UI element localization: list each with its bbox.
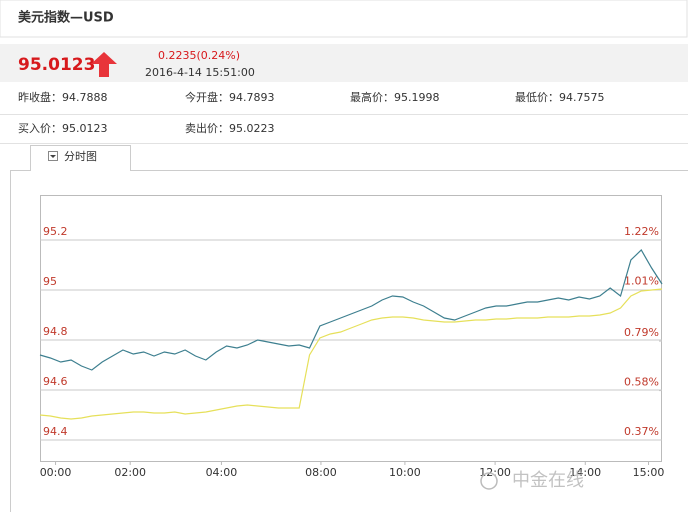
x-tick-label: 04:00 (206, 466, 238, 479)
tab[interactable]: 分时图 (48, 150, 98, 163)
quote: 买入价：95.0123 (18, 122, 108, 135)
title-bar (0, 0, 688, 38)
x-tick-label: 08:00 (305, 466, 337, 479)
x-tick-label: 00:00 (40, 466, 72, 479)
watermark-icon (480, 472, 498, 490)
y2-tick-label: 0.79% (624, 326, 659, 339)
watermark: 中金在线 (512, 470, 584, 491)
x-tick-label: 15:00 (633, 466, 665, 479)
x-tick-label: 10:00 (389, 466, 421, 479)
stat: 昨收盘：94.7888 (18, 90, 108, 104)
quote: 卖出价：95.0223 (185, 121, 275, 135)
stat: 今开盘：94.7893 (185, 90, 275, 104)
y-tick-label: 94.6 (43, 375, 68, 388)
time: 2016-4-14 15:51:00 (145, 66, 255, 79)
chart: 95.2 95 94.8 94.6 94.4 1.22% 1.01% 0.79% 0.58% 0.… (40, 225, 665, 479)
price: 95.0123 (18, 55, 95, 75)
x-tick-label: 02:00 (114, 466, 146, 479)
y2-tick-label: 1.01% (624, 274, 659, 287)
y-tick-label: 94.8 (43, 325, 68, 338)
title: 美元指数—USD (18, 10, 114, 26)
stat: 最高价：95.1998 (350, 90, 440, 104)
change: 0.2235(0.24%) (158, 49, 240, 62)
tab-frame (10, 145, 688, 512)
y2-tick-label: 0.58% (624, 376, 659, 389)
series-line (39, 288, 663, 420)
tab-label[interactable]: 分时图 (64, 150, 97, 163)
y-tick-label: 94.4 (43, 425, 68, 438)
y-tick-label: 95.2 (43, 225, 68, 238)
stat: 最低价：94.7575 (515, 91, 605, 104)
x-tick-label: 14:00 (569, 466, 601, 479)
y2-tick-label: 1.22% (624, 225, 659, 238)
y2-tick-label: 0.37% (624, 425, 659, 438)
y-tick-label: 95 (43, 275, 57, 288)
dropdown-caret (50, 155, 56, 158)
series-line (39, 249, 663, 371)
up-arrow (91, 52, 117, 77)
x-tick-label: 12:00 (479, 466, 511, 479)
